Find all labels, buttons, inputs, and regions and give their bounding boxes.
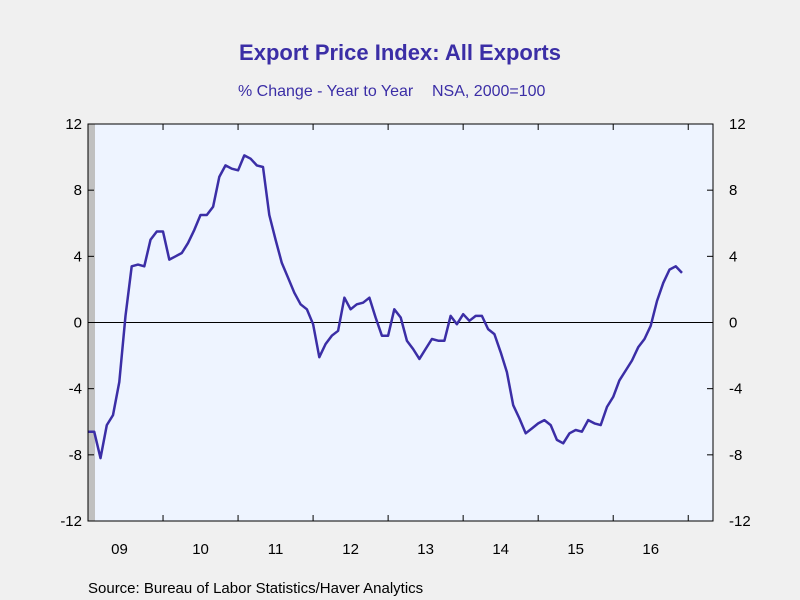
x-tick-label: 14 — [492, 541, 509, 558]
y-tick-label-left: 8 — [74, 182, 82, 199]
y-tick-label-right: -12 — [729, 513, 751, 530]
y-tick-label-left: 12 — [65, 116, 82, 133]
y-tick-label-left: 4 — [74, 248, 82, 265]
chart-subtitle-left: % Change - Year to Year — [238, 83, 414, 100]
y-tick-label-right: 12 — [729, 116, 746, 133]
y-tick-label-left: -12 — [60, 513, 82, 530]
x-tick-label: 15 — [567, 541, 584, 558]
x-tick-label: 16 — [642, 541, 659, 558]
y-tick-label-right: -8 — [729, 447, 742, 464]
chart-title: Export Price Index: All Exports — [239, 40, 561, 65]
x-tick-label: 09 — [111, 541, 128, 558]
y-tick-label-right: 4 — [729, 248, 737, 265]
y-tick-label-right: 8 — [729, 182, 737, 199]
y-tick-label-left: -8 — [69, 447, 82, 464]
x-tick-label: 11 — [268, 541, 284, 558]
chart-subtitle-right: NSA, 2000=100 — [432, 83, 546, 100]
x-tick-label: 10 — [192, 541, 209, 558]
x-tick-label: 12 — [342, 541, 359, 558]
y-tick-label-left: 0 — [74, 315, 82, 332]
series-line — [88, 154, 683, 460]
source-note: Source: Bureau of Labor Statistics/Haver… — [88, 580, 423, 597]
y-tick-label-left: -4 — [69, 381, 82, 398]
x-tick-label: 13 — [417, 541, 434, 558]
y-tick-label-right: 0 — [729, 315, 737, 332]
y-tick-label-right: -4 — [729, 381, 742, 398]
